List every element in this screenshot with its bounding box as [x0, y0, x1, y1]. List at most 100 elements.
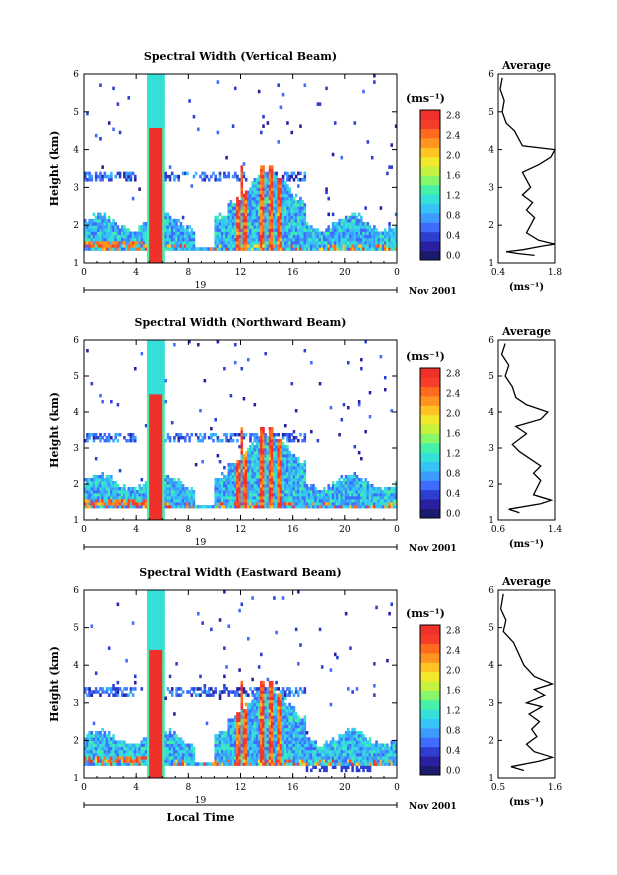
heatmap-cell — [138, 749, 141, 754]
heatmap-cell — [301, 496, 304, 500]
heatmap-cell — [188, 496, 191, 500]
heatmap-cell — [147, 370, 150, 374]
colorbar-tick-label: 1.6 — [446, 171, 461, 181]
heatmap-cell — [177, 225, 181, 229]
heatmap-cell — [99, 137, 102, 141]
heatmap-cell — [225, 475, 228, 479]
heatmap-cell — [112, 86, 115, 91]
heatmap-cell — [142, 225, 146, 229]
heatmap-cell — [112, 684, 115, 688]
heatmap-cell — [136, 244, 139, 248]
heatmap-cell — [249, 463, 252, 467]
heatmap-cell — [286, 496, 289, 500]
heatmap-cell — [227, 475, 231, 479]
heatmap-cell — [262, 448, 265, 452]
heatmap-cell — [270, 490, 274, 494]
heatmap-cell — [101, 490, 104, 494]
heatmap-cell — [147, 505, 150, 509]
heatmap-cell — [214, 499, 217, 503]
heatmap-cell — [157, 391, 161, 395]
heatmap-cell — [112, 218, 115, 223]
heatmap-cell — [92, 478, 96, 482]
heatmap-cell — [157, 200, 161, 204]
heatmap-cell — [162, 92, 165, 97]
heatmap-cell — [157, 212, 161, 217]
heatmap-cell — [240, 200, 244, 204]
heatmap-cell — [175, 481, 178, 485]
heatmap-cell — [383, 388, 387, 392]
heatmap-cell — [116, 228, 120, 232]
heatmap-cell — [355, 231, 359, 236]
heatmap-cell — [303, 484, 307, 488]
heatmap-cell — [283, 171, 287, 176]
heatmap-cell — [92, 487, 96, 491]
heatmap-cell — [151, 149, 154, 154]
heatmap-cell — [147, 514, 150, 518]
heatmap-cell — [388, 487, 391, 491]
heatmap-cell — [388, 493, 391, 497]
heatmap-cell — [101, 222, 104, 226]
heatmap-cell — [360, 240, 363, 245]
heatmap-cell — [240, 193, 244, 198]
heatmap-cell — [255, 193, 259, 198]
heatmap-cell — [199, 174, 202, 179]
heatmap-cell — [84, 752, 87, 757]
heatmap-cell — [264, 184, 267, 188]
heatmap-cell — [249, 222, 252, 226]
heatmap-cell — [218, 237, 222, 242]
heatmap-cell — [286, 212, 289, 217]
heatmap-cell — [331, 487, 335, 491]
heatmap-cell — [186, 234, 189, 239]
heatmap-cell — [107, 505, 111, 509]
heatmap-cell — [262, 240, 265, 245]
heatmap-cell — [355, 490, 359, 494]
heatmap-cell — [125, 234, 128, 239]
heatmap-cell — [262, 466, 265, 470]
heatmap-cell — [275, 234, 278, 239]
heatmap-cell — [310, 496, 313, 500]
heatmap-cell — [297, 206, 300, 210]
heatmap-cell — [151, 162, 154, 166]
heatmap-cell — [318, 502, 322, 506]
heatmap-cell — [253, 177, 257, 182]
heatmap-cell — [288, 436, 291, 440]
heatmap-cell — [312, 234, 315, 239]
heatmap-cell — [253, 190, 257, 195]
heatmap-cell — [251, 487, 254, 491]
heatmap-cell — [157, 77, 161, 81]
heatmap-cell — [307, 496, 311, 500]
heatmap-cell — [153, 196, 157, 201]
heatmap-cell — [294, 247, 298, 251]
heatmap-cell — [160, 89, 163, 94]
heatmap-cell — [218, 487, 222, 491]
heatmap-cell — [192, 237, 196, 242]
heatmap-cell — [364, 340, 367, 344]
heatmap-cell — [353, 499, 357, 503]
heatmap-cell — [223, 505, 226, 509]
heatmap-cell — [366, 225, 370, 229]
heatmap-cell — [366, 244, 370, 248]
heatmap-cell — [388, 244, 391, 248]
colorbar-frame — [419, 109, 441, 261]
heatmap-cell — [153, 340, 157, 344]
heatmap-cell — [157, 74, 161, 78]
heatmap-cell — [120, 749, 124, 754]
heatmap-cell — [140, 237, 144, 242]
heatmap-cell — [88, 171, 91, 176]
heatmap-cell — [366, 505, 370, 509]
heatmap-cell — [101, 228, 104, 232]
heatmap-cell — [157, 514, 161, 518]
heatmap-cell — [347, 502, 350, 506]
heatmap-cell — [114, 231, 117, 236]
heatmap-cell — [88, 749, 91, 754]
heatmap-cell — [153, 118, 157, 122]
heatmap-cell — [147, 361, 150, 365]
heatmap-cell — [290, 496, 294, 500]
heatmap-cell — [392, 487, 396, 491]
heatmap-cell — [160, 121, 163, 125]
heatmap-cell — [183, 490, 187, 494]
heatmap-cell — [366, 502, 370, 506]
heatmap-cell — [101, 174, 104, 179]
heatmap-cell — [233, 247, 237, 251]
heatmap-cell — [157, 346, 161, 350]
